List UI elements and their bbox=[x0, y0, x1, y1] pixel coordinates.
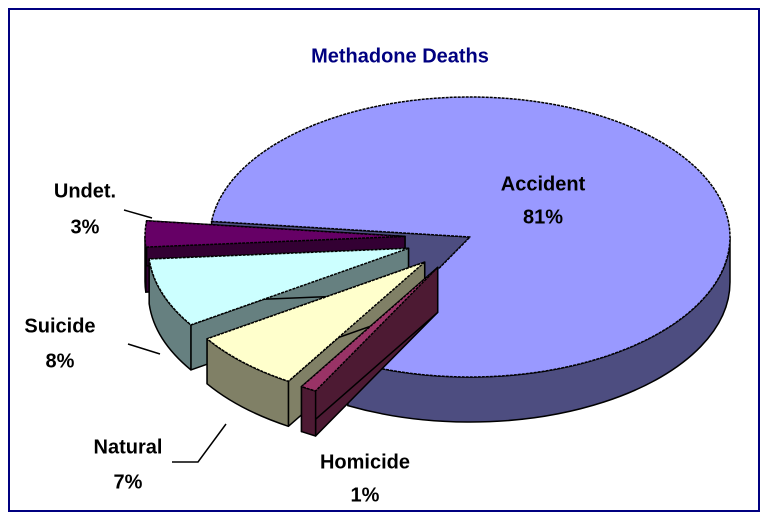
slice-label: Natural bbox=[94, 436, 163, 458]
slice-side bbox=[300, 385, 317, 437]
leader-line bbox=[123, 209, 153, 219]
slice-value-label: 1% bbox=[351, 484, 380, 506]
slice bbox=[300, 266, 439, 437]
slice-top bbox=[148, 247, 410, 326]
slice-top bbox=[300, 266, 439, 392]
slice-value-label: 3% bbox=[71, 216, 100, 238]
slice-label: Undet. bbox=[54, 180, 116, 202]
slice-label: Homicide bbox=[320, 451, 410, 473]
slice-top bbox=[206, 261, 426, 383]
slice-value-label: 8% bbox=[46, 350, 75, 372]
slice-label: Suicide bbox=[24, 315, 95, 337]
slice-value-label: 7% bbox=[114, 471, 143, 493]
slice-top bbox=[210, 96, 731, 378]
slice-label: Accident bbox=[501, 173, 586, 195]
slice-value-label: 81% bbox=[523, 206, 563, 228]
chart-title: Methadone Deaths bbox=[311, 45, 489, 67]
leader-line bbox=[172, 423, 227, 463]
slice-top bbox=[144, 220, 406, 248]
leader-line bbox=[127, 343, 161, 355]
